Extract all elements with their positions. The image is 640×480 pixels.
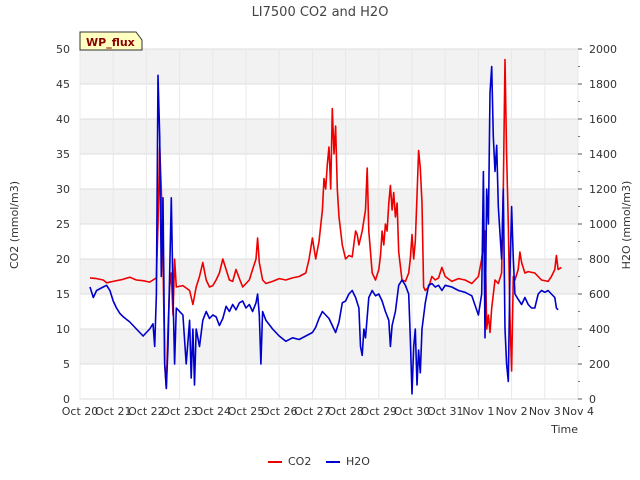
y-left-tick-label: 5 [63,358,70,371]
y-right-tick-label: 400 [589,323,610,336]
grid-lines [79,48,579,400]
x-tick-label: Nov 2 [496,405,528,418]
badge-label: WP_flux [86,36,135,49]
series-line-h2o [89,65,559,395]
y-right-tick-label: 2000 [589,43,617,56]
axis-ticks: 0 5 10 15 20 25 30 35 40 45 50 0 200 400 600 800 1000 120… [56,43,617,418]
x-tick-label: Oct 27 [294,405,331,418]
y-left-tick-label: 35 [56,148,70,161]
x-tick-label: Oct 30 [394,405,431,418]
x-tick-label: Oct 28 [327,405,364,418]
y-left-tick-label: 40 [56,113,70,126]
y-right-tick-label: 200 [589,358,610,371]
x-tick-label: Nov 3 [529,405,561,418]
y-axis-right-label: H2O (mmol/m3) [620,181,633,270]
y-axis-left-label: CO2 (mmol/m3) [8,181,21,269]
series-layer [89,58,562,395]
badge-box [79,31,143,51]
y-left-tick-label: 45 [56,78,70,91]
y-left-tick-label: 25 [56,218,70,231]
badge: WP_flux [79,31,143,51]
x-tick-label: Oct 24 [195,405,232,418]
x-tick-label: Nov 1 [462,405,494,418]
x-tick-label: Oct 26 [261,405,298,418]
y-left-tick-label: 0 [63,393,70,406]
x-axis-label: Time [550,423,578,436]
y-left-tick-label: 10 [56,323,70,336]
legend-label-h2o: H2O [346,455,370,468]
band [80,49,578,84]
x-tick-label: Oct 22 [128,405,165,418]
x-tick-label: Oct 29 [361,405,398,418]
x-tick-label: Nov 4 [562,405,594,418]
x-tick-label: Oct 21 [95,405,132,418]
y-right-tick-label: 1000 [589,218,617,231]
x-tick-label: Oct 20 [62,405,99,418]
band [80,329,578,364]
y-right-tick-label: 800 [589,253,610,266]
series-line-co2 [89,58,562,390]
legend-label-co2: CO2 [288,455,311,468]
y-right-tick-label: 1400 [589,148,617,161]
y-right-tick-label: 1600 [589,113,617,126]
band [80,259,578,294]
x-tick-label: Oct 25 [228,405,265,418]
y-left-tick-label: 30 [56,183,70,196]
x-tick-label: Oct 23 [161,405,198,418]
y-right-tick-label: 600 [589,288,610,301]
chart-title: LI7500 CO2 and H2O [252,5,389,20]
y-right-tick-label: 0 [589,393,596,406]
y-left-tick-label: 20 [56,253,70,266]
x-tick-label: Oct 31 [427,405,464,418]
y-left-tick-label: 15 [56,288,70,301]
y-left-tick-label: 50 [56,43,70,56]
y-right-tick-label: 1800 [589,78,617,91]
y-right-tick-label: 1200 [589,183,617,196]
legend: CO2 H2O [268,455,370,468]
